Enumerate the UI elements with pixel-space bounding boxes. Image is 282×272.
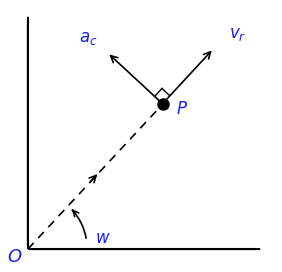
Text: $P$: $P$ [176, 100, 188, 118]
Text: $w$: $w$ [95, 229, 111, 247]
Text: $a_c$: $a_c$ [79, 29, 98, 47]
Text: $O$: $O$ [7, 248, 22, 266]
Text: $v_r$: $v_r$ [229, 25, 246, 43]
